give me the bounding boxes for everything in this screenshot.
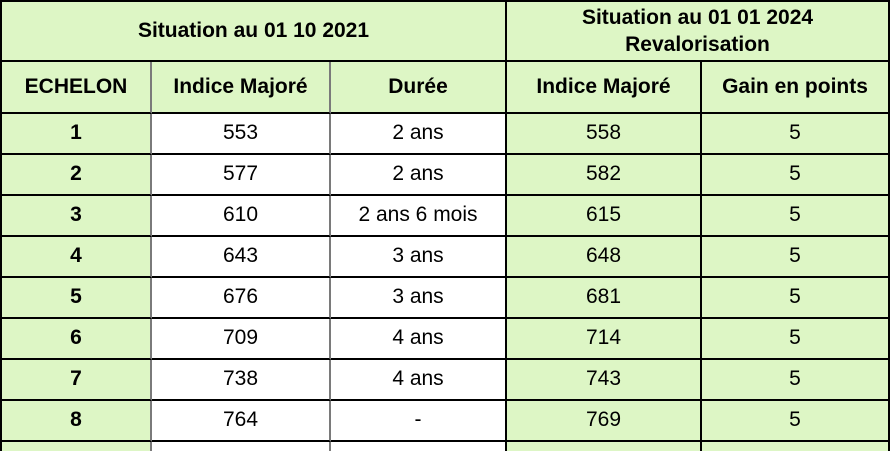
group-header-2021: Situation au 01 10 2021 (2, 2, 507, 62)
col-header-echelon: ECHELON (2, 62, 152, 114)
table-row-echelon-4: 4 643 3 ans 648 5 (2, 237, 890, 278)
cell-duree: - (331, 401, 507, 442)
group-header-row: Situation au 01 10 2021 Situation au 01 … (2, 2, 890, 62)
group-header-2024-line1: Situation au 01 01 2024 (581, 6, 814, 29)
cell-duree: 4 ans (331, 319, 507, 360)
cell-indice-2021: 676 (152, 278, 331, 319)
cell-indice-2021: 643 (152, 237, 331, 278)
partial-row (2, 442, 890, 451)
table-row-echelon-2: 2 577 2 ans 582 5 (2, 155, 890, 196)
cell-duree: 2 ans (331, 155, 507, 196)
cell-echelon: 1 (2, 114, 152, 155)
cell-echelon: 8 (2, 401, 152, 442)
cell-indice-2024: 558 (507, 114, 702, 155)
table-row-echelon-3: 3 610 2 ans 6 mois 615 5 (2, 196, 890, 237)
cell-gain: 5 (702, 360, 890, 401)
cell-indice-2021: 764 (152, 401, 331, 442)
cell-indice-2024: 743 (507, 360, 702, 401)
table-row-echelon-6: 6 709 4 ans 714 5 (2, 319, 890, 360)
partial-cell (702, 442, 890, 451)
cell-indice-2024: 615 (507, 196, 702, 237)
cell-duree: 2 ans (331, 114, 507, 155)
cell-indice-2021: 709 (152, 319, 331, 360)
cell-indice-2021: 577 (152, 155, 331, 196)
partial-cell (507, 442, 702, 451)
table-row-echelon-7: 7 738 4 ans 743 5 (2, 360, 890, 401)
partial-cell (331, 442, 507, 451)
cell-indice-2021: 553 (152, 114, 331, 155)
cell-indice-2021: 738 (152, 360, 331, 401)
group-header-2024: Situation au 01 01 2024 Revalorisation (507, 2, 890, 62)
cell-duree: 2 ans 6 mois (331, 196, 507, 237)
cell-duree: 3 ans (331, 237, 507, 278)
partial-cell (152, 442, 331, 451)
table-row-echelon-1: 1 553 2 ans 558 5 (2, 114, 890, 155)
cell-indice-2024: 714 (507, 319, 702, 360)
cell-echelon: 2 (2, 155, 152, 196)
cell-gain: 5 (702, 319, 890, 360)
cell-indice-2024: 582 (507, 155, 702, 196)
cell-gain: 5 (702, 237, 890, 278)
partial-cell (2, 442, 152, 451)
cell-gain: 5 (702, 114, 890, 155)
cell-echelon: 7 (2, 360, 152, 401)
cell-indice-2024: 648 (507, 237, 702, 278)
col-header-indice-2021: Indice Majoré (152, 62, 331, 114)
cell-indice-2021: 610 (152, 196, 331, 237)
cell-echelon: 6 (2, 319, 152, 360)
table-row-echelon-5: 5 676 3 ans 681 5 (2, 278, 890, 319)
cell-indice-2024: 769 (507, 401, 702, 442)
cell-indice-2024: 681 (507, 278, 702, 319)
cell-duree: 3 ans (331, 278, 507, 319)
table-row-echelon-8: 8 764 - 769 5 (2, 401, 890, 442)
col-header-gain: Gain en points (702, 62, 890, 114)
col-header-duree: Durée (331, 62, 507, 114)
cell-echelon: 5 (2, 278, 152, 319)
cell-duree: 4 ans (331, 360, 507, 401)
cell-gain: 5 (702, 155, 890, 196)
cell-gain: 5 (702, 401, 890, 442)
cell-gain: 5 (702, 278, 890, 319)
cell-gain: 5 (702, 196, 890, 237)
column-header-row: ECHELON Indice Majoré Durée Indice Major… (2, 62, 890, 114)
cell-echelon: 3 (2, 196, 152, 237)
group-header-2024-line2: Revalorisation (625, 33, 770, 56)
cell-echelon: 4 (2, 237, 152, 278)
col-header-indice-2024: Indice Majoré (507, 62, 702, 114)
